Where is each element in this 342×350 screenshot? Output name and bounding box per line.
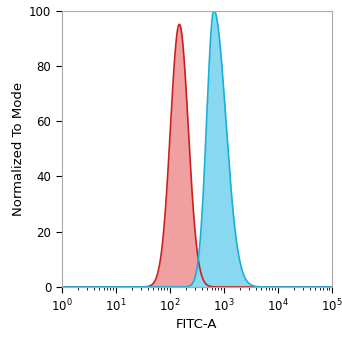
X-axis label: FITC-A: FITC-A — [176, 318, 218, 331]
Y-axis label: Normalized To Mode: Normalized To Mode — [12, 82, 25, 216]
